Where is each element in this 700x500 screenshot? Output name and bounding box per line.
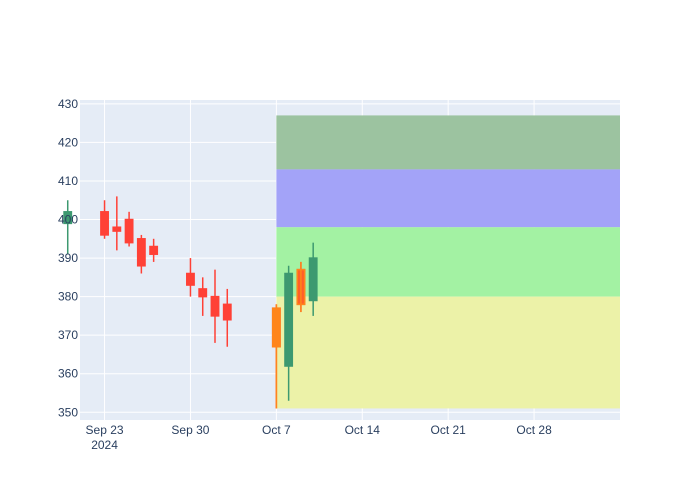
candle-body [100,211,109,236]
candle-body [136,238,146,267]
candle-body [149,245,159,255]
candle-body [210,295,220,317]
y-tick-label: 430 [58,97,78,111]
y-tick-label: 350 [58,405,78,419]
x-tick-label: Oct 14 [345,423,381,437]
x-tick-label: Sep 30 [171,423,209,437]
highlight-candle-body [296,268,306,306]
y-tick-label: 400 [58,213,78,227]
candle-body [284,272,294,367]
shaded-band [276,115,620,170]
shaded-band [276,296,620,409]
candles [63,196,318,409]
candle-body [112,226,122,232]
x-tick-sublabel: 2024 [91,438,118,452]
shaded-bands [276,115,620,409]
x-tick-label: Oct 21 [431,423,467,437]
x-tick-label: Sep 23 [86,423,124,437]
candle-body [124,218,134,244]
x-tick-label: Oct 7 [262,423,291,437]
shaded-band [276,169,620,228]
candle-body [63,211,73,225]
y-tick-label: 390 [58,251,78,265]
y-tick-label: 380 [58,290,78,304]
candle-body [222,303,232,321]
y-tick-label: 360 [58,367,78,381]
y-tick-label: 420 [58,135,78,149]
highlight-candle-body [271,307,281,348]
candle-body [308,257,318,302]
y-tick-label: 410 [58,174,78,188]
y-tick-label: 370 [58,328,78,342]
candle-body [186,272,195,286]
candle-body [198,288,208,298]
x-tick-label: Oct 28 [516,423,552,437]
shaded-band [276,227,620,297]
